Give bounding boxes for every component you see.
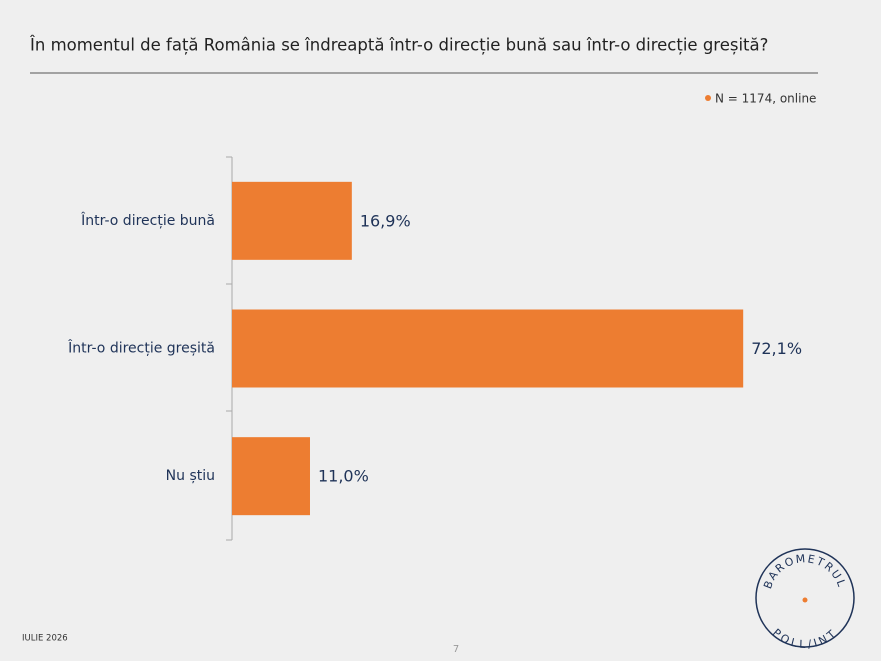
logo-dot — [802, 597, 808, 603]
value-label: 72,1% — [751, 339, 802, 358]
page-number: 7 — [453, 644, 459, 655]
category-label: Într-o direcție bună — [80, 211, 215, 229]
bar — [232, 437, 310, 516]
chart-title: În momentul de față România se îndreaptă… — [29, 36, 768, 55]
value-label: 16,9% — [360, 211, 411, 230]
bar — [232, 309, 744, 388]
category-label: Nu știu — [166, 468, 215, 484]
category-label: Într-o direcție greșită — [67, 339, 215, 357]
legend-label: N = 1174, online — [715, 92, 816, 106]
bar — [232, 181, 352, 260]
value-label: 11,0% — [318, 467, 369, 486]
legend-swatch — [705, 95, 711, 101]
logo-ring — [755, 548, 855, 648]
footer-date: IULIE 2026 — [22, 634, 68, 644]
